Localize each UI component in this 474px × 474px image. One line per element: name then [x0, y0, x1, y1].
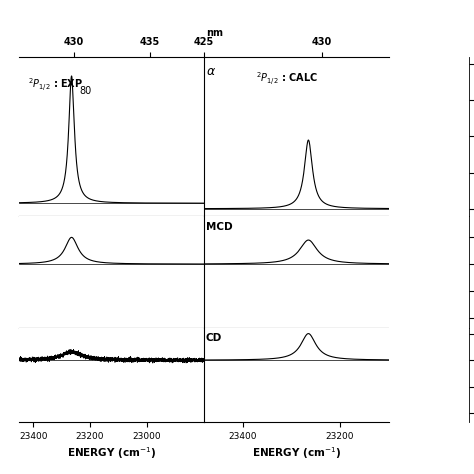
- X-axis label: ENERGY (cm$^{-1}$): ENERGY (cm$^{-1}$): [67, 445, 156, 461]
- X-axis label: ENERGY (cm$^{-1}$): ENERGY (cm$^{-1}$): [252, 445, 341, 461]
- Text: 80: 80: [79, 85, 91, 96]
- Text: $\alpha$: $\alpha$: [206, 65, 216, 78]
- Text: $^2P_{1/2}$ : CALC: $^2P_{1/2}$ : CALC: [255, 70, 318, 87]
- Text: nm: nm: [206, 28, 223, 38]
- Text: CD: CD: [206, 333, 222, 343]
- Text: MCD: MCD: [206, 221, 232, 232]
- Text: $^2P_{1/2}$ : EXP: $^2P_{1/2}$ : EXP: [28, 76, 83, 93]
